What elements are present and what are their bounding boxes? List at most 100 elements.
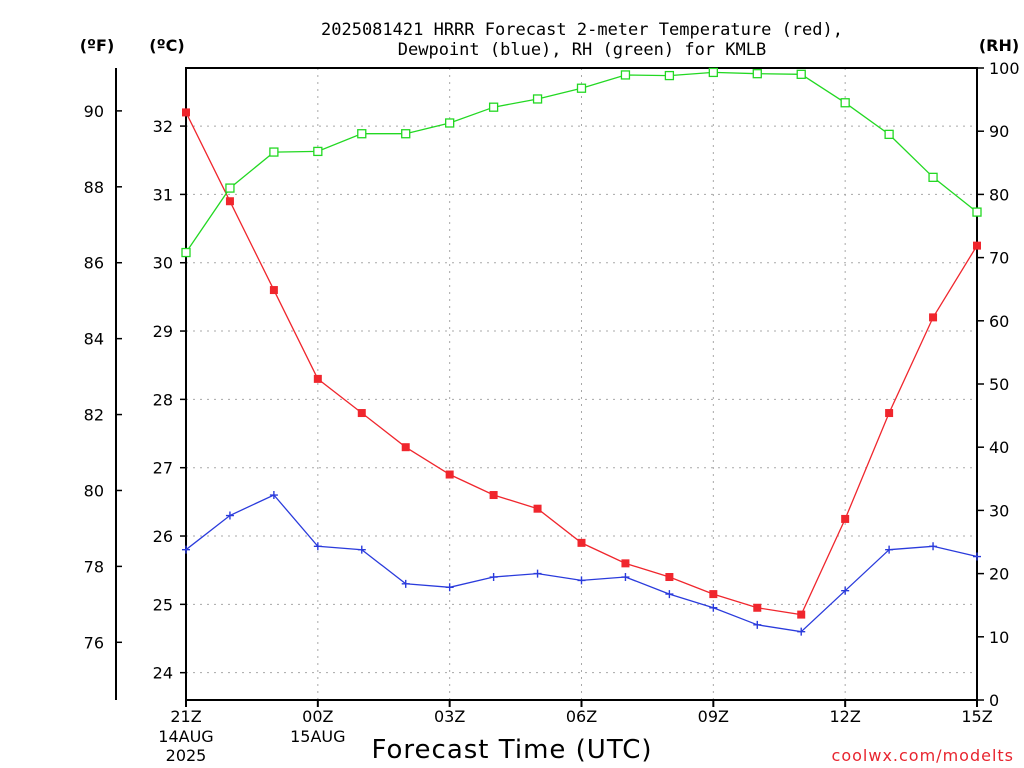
rh-point xyxy=(532,94,543,104)
rh-point xyxy=(181,247,191,258)
x-tick-label: 21Z xyxy=(170,707,201,726)
dewpoint-point xyxy=(533,569,542,578)
rh-tick-label: 90 xyxy=(989,122,1009,141)
temperature-point xyxy=(665,573,674,582)
x-tick-label: 06Z xyxy=(566,707,597,726)
rh-line xyxy=(185,71,978,253)
rh-tick-label: 70 xyxy=(989,249,1009,268)
dewpoint-point xyxy=(621,573,630,582)
rh-tick-label: 30 xyxy=(989,501,1009,520)
rh-point xyxy=(445,118,455,128)
rh-tick-label: 20 xyxy=(989,565,1009,584)
dewpoint-point xyxy=(577,576,586,585)
rh-point xyxy=(884,129,894,140)
fahrenheit-tick-label: 86 xyxy=(84,254,104,273)
temperature-point xyxy=(973,241,981,250)
temperature-point xyxy=(269,286,278,295)
temperature-point xyxy=(401,443,410,452)
chart-title-line1: 2025081421 HRRR Forecast 2-meter Tempera… xyxy=(321,20,843,40)
temperature-point xyxy=(533,504,542,513)
x-tick-label: 12Z xyxy=(830,707,861,726)
grid-lines xyxy=(186,68,977,700)
credit-label: coolwx.com/modelts xyxy=(832,746,1014,765)
fahrenheit-tick-label: 84 xyxy=(84,330,104,349)
temperature-point xyxy=(841,514,850,523)
temperature-point xyxy=(357,409,366,418)
rh-tick-label: 10 xyxy=(989,628,1009,647)
x-tick-label: 03Z xyxy=(434,707,465,726)
rh-point xyxy=(401,129,411,139)
dewpoint-point xyxy=(973,552,981,561)
temperature-point xyxy=(577,538,586,547)
fahrenheit-tick-label: 90 xyxy=(84,102,104,121)
dewpoint-point xyxy=(929,542,938,551)
rh-tick-label: 40 xyxy=(989,438,1009,457)
temperature-point xyxy=(445,470,454,479)
dewpoint-point xyxy=(797,627,806,636)
rh-tick-label: 60 xyxy=(989,312,1009,331)
fahrenheit-tick-label: 82 xyxy=(84,406,104,425)
dewpoint-line xyxy=(185,494,978,633)
rh-tick-label: 50 xyxy=(989,375,1009,394)
rh-point xyxy=(708,67,718,78)
x-tick-date-label: 14AUG xyxy=(158,727,213,746)
fahrenheit-tick-label: 78 xyxy=(84,557,104,576)
dewpoint-point xyxy=(225,511,234,520)
fahrenheit-unit-label: (ºF) xyxy=(80,36,115,55)
celsius-tick-label: 31 xyxy=(153,185,173,204)
dewpoint-point xyxy=(269,491,278,500)
rh-tick-label: 0 xyxy=(989,691,999,710)
temperature-point xyxy=(753,603,762,612)
rh-point xyxy=(928,172,938,182)
celsius-tick-label: 26 xyxy=(153,527,173,546)
dewpoint-point xyxy=(841,586,850,595)
dewpoint-point xyxy=(401,579,410,588)
celsius-unit-label: (ºC) xyxy=(149,36,184,55)
fahrenheit-tick-label: 80 xyxy=(84,481,104,500)
rh-unit-label: (RH) xyxy=(979,36,1019,55)
x-tick-label: 00Z xyxy=(302,707,333,726)
dewpoint-point xyxy=(445,583,454,592)
fahrenheit-tick-label: 88 xyxy=(84,178,104,197)
rh-point xyxy=(664,70,675,81)
temperature-point xyxy=(489,491,498,500)
rh-point xyxy=(269,147,279,157)
rh-point xyxy=(357,129,367,139)
dewpoint-point xyxy=(709,603,718,612)
temperature-point xyxy=(797,610,806,619)
dewpoint-point xyxy=(182,545,190,554)
celsius-tick-label: 27 xyxy=(153,459,173,478)
x-axis-label: Forecast Time (UTC) xyxy=(371,735,652,765)
dewpoint-point xyxy=(357,545,366,554)
celsius-tick-label: 28 xyxy=(153,390,173,409)
rh-point xyxy=(796,69,806,79)
temperature-point xyxy=(225,197,234,206)
temperature-point xyxy=(885,409,894,418)
dewpoint-point xyxy=(753,620,762,629)
rh-point xyxy=(840,98,850,108)
rh-point xyxy=(972,207,982,217)
chart-title-line2: Dewpoint (blue), RH (green) for KMLB xyxy=(398,40,766,60)
rh-point xyxy=(488,102,499,112)
celsius-tick-label: 30 xyxy=(153,254,173,273)
rh-point xyxy=(225,183,235,193)
temperature-point xyxy=(929,313,938,322)
rh-point xyxy=(752,69,762,79)
celsius-tick-label: 24 xyxy=(153,664,173,683)
temperature-point xyxy=(182,108,190,117)
celsius-tick-label: 25 xyxy=(153,595,173,614)
x-tick-year-label: 2025 xyxy=(166,746,207,765)
dewpoint-point xyxy=(665,590,674,599)
celsius-tick-label: 32 xyxy=(153,117,173,136)
dewpoint-point xyxy=(313,542,322,551)
dewpoint-point xyxy=(489,573,498,582)
data-series xyxy=(181,67,982,636)
rh-tick-label: 100 xyxy=(989,59,1020,78)
rh-point xyxy=(620,70,631,80)
dewpoint-point xyxy=(885,545,894,554)
temperature-point xyxy=(621,559,630,568)
x-tick-date-label: 15AUG xyxy=(290,727,345,746)
fahrenheit-tick-label: 76 xyxy=(84,633,104,652)
